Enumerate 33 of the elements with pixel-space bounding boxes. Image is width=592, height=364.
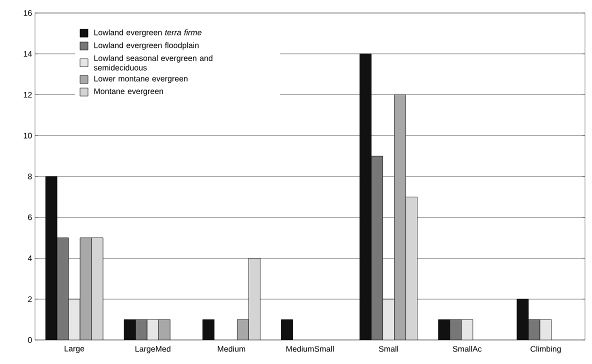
legend-label: Lowland seasonal evergreen and semideciduous xyxy=(94,55,212,70)
legend-label: Montane evergreen xyxy=(94,88,163,96)
y-tick-label: 6 xyxy=(28,214,32,220)
bar xyxy=(91,238,104,340)
bar xyxy=(202,319,214,340)
y-tick-label: 10 xyxy=(24,132,32,138)
bar xyxy=(248,258,260,340)
x-tick-label: Climbing xyxy=(530,346,561,354)
legend-label: Lower montane evergreen xyxy=(94,76,188,84)
x-tick-label: SmallAc xyxy=(452,346,482,352)
y-tick-label: 4 xyxy=(28,255,32,261)
bar xyxy=(450,319,462,340)
y-tick-label: 2 xyxy=(28,296,32,302)
x-tick-label: LargeMed xyxy=(136,346,170,354)
legend-label: Lowland evergreen floodplain xyxy=(94,42,199,50)
x-tick-label: MediumSmall xyxy=(286,346,334,352)
y-tick-label: 16 xyxy=(24,10,32,16)
y-tick-label: 12 xyxy=(24,92,32,98)
bar xyxy=(371,156,384,340)
x-tick-label: Small xyxy=(378,346,398,352)
bar xyxy=(406,196,418,340)
y-tick-label: 8 xyxy=(28,174,32,180)
y-tick-label: 0 xyxy=(28,337,32,343)
x-tick-label: Large xyxy=(64,346,84,354)
bar xyxy=(146,319,159,340)
x-tick-label: Medium xyxy=(218,346,246,352)
bar xyxy=(461,319,474,340)
bar xyxy=(135,319,148,340)
y-tick-label: 14 xyxy=(24,51,32,57)
bar xyxy=(56,238,69,340)
bar xyxy=(382,298,395,340)
bar xyxy=(281,319,293,340)
legend-label: Lowland evergreen terra firme xyxy=(94,29,202,37)
